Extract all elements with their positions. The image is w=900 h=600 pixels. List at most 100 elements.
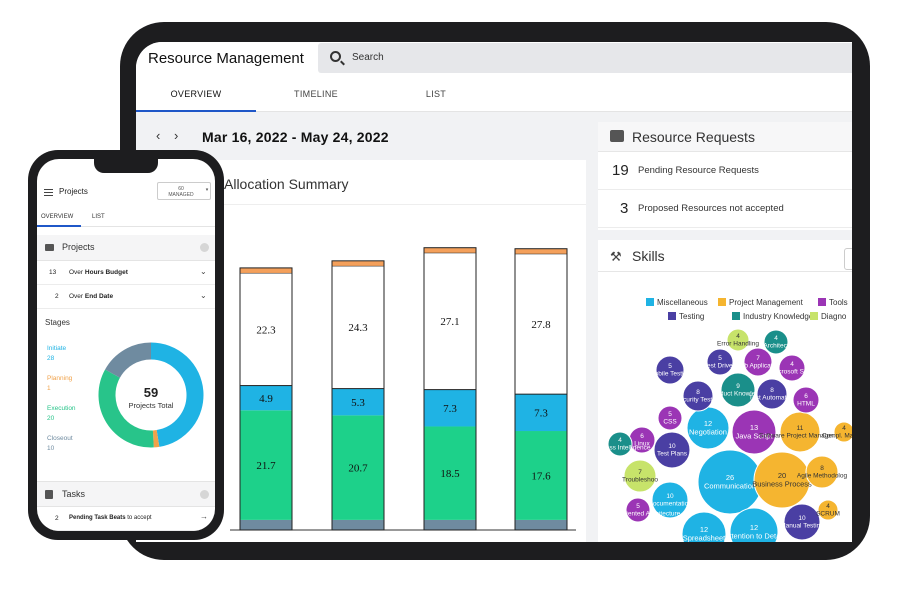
skill-bubble[interactable] — [743, 347, 773, 377]
over-end-date-label: Over End Date — [69, 293, 114, 300]
managed-label: MANAGED — [168, 192, 194, 198]
tasks-section-header: Tasks — [37, 481, 215, 507]
skill-bubble[interactable] — [817, 499, 839, 521]
legend-item[interactable]: Industry Knowledge — [732, 312, 813, 321]
bar-segment[interactable] — [515, 519, 567, 530]
phone-device: Projects 60 MANAGED ▾ OVERVIEW LIST Proj… — [28, 150, 224, 540]
skill-bubble-label: 12 Negotiation — [689, 419, 727, 437]
search-bar[interactable]: Search — [318, 43, 852, 73]
legend-item[interactable]: Diagno — [810, 312, 846, 321]
bar-segment[interactable] — [240, 519, 292, 530]
allocation-title: Allocation Summary — [224, 176, 349, 192]
skill-bubble[interactable] — [682, 380, 714, 412]
help-icon[interactable] — [200, 490, 209, 499]
phone-tab-overview[interactable]: OVERVIEW — [41, 214, 74, 220]
bar-segment[interactable] — [515, 394, 567, 432]
bar-data-label: 27.8 — [531, 319, 551, 331]
bar-data-label: 24.3 — [348, 322, 368, 334]
pending-requests-row[interactable]: 19 Pending Resource Requests — [598, 152, 852, 190]
stage-value: 20 — [47, 415, 55, 422]
tab-overview[interactable]: OVERVIEW — [170, 89, 222, 99]
skill-bubble[interactable] — [655, 355, 685, 385]
skills-card: ⚒ Skills Miscellaneous Project Management… — [598, 240, 852, 542]
bar-segment[interactable] — [424, 247, 476, 253]
stage-name: Execution — [47, 405, 76, 412]
skill-bubble-label: 7 Troubleshoo — [622, 469, 658, 484]
skill-bubble-label: 4 Error Handling — [717, 333, 759, 348]
chevron-right-icon[interactable]: › — [174, 128, 179, 143]
over-end-date-row[interactable]: 2 Over End Date ⌄ — [37, 285, 215, 309]
bar-segment[interactable] — [332, 388, 384, 416]
skill-bubble[interactable] — [729, 507, 779, 542]
chevron-left-icon[interactable]: ‹ — [156, 128, 161, 143]
skills-options-button[interactable] — [844, 248, 852, 270]
legend-swatch — [646, 298, 654, 306]
over-hours-budget-row[interactable]: 13 Over Hours Budget ⌄ — [37, 261, 215, 285]
skill-bubble[interactable] — [651, 481, 689, 519]
pending-requests-count: 19 — [612, 162, 629, 179]
over-end-date-count: 2 — [55, 293, 59, 300]
bar-segment[interactable] — [332, 260, 384, 266]
clipboard-icon — [45, 490, 53, 499]
skill-bubble[interactable] — [607, 431, 633, 457]
managed-dropdown[interactable]: 60 MANAGED ▾ — [157, 182, 211, 200]
skill-bubble[interactable] — [706, 348, 734, 376]
skill-bubble-label: 9 Product Knowledge — [710, 383, 767, 398]
bar-segment[interactable] — [331, 265, 385, 390]
donut-slice[interactable] — [98, 369, 154, 448]
legend-swatch — [718, 298, 726, 306]
proposed-not-accepted-row[interactable]: 3 Proposed Resources not accepted — [598, 190, 852, 228]
bar-segment[interactable] — [332, 415, 384, 520]
skill-bubble[interactable] — [778, 354, 806, 382]
skill-bubble[interactable] — [805, 455, 839, 489]
caret-down-icon: ▾ — [205, 187, 209, 193]
skill-bubble[interactable] — [681, 511, 727, 542]
bar-segment[interactable] — [515, 431, 567, 520]
phone-tab-list[interactable]: LIST — [92, 214, 105, 220]
skill-bubble[interactable] — [625, 497, 651, 523]
donut-slice[interactable] — [105, 342, 152, 379]
resource-requests-icon — [610, 130, 624, 142]
stage-value: 10 — [47, 445, 55, 452]
tablet-screen: Resource Management Search OVERVIEW TIME… — [136, 42, 852, 542]
bar-segment[interactable] — [424, 519, 476, 530]
skill-bubble-label: 20 Business Process — [752, 471, 812, 489]
bar-segment[interactable] — [515, 248, 567, 254]
donut-slice[interactable] — [150, 342, 204, 447]
skill-bubble[interactable] — [623, 459, 657, 493]
skill-bubble[interactable] — [792, 386, 820, 414]
bar-segment[interactable] — [424, 426, 476, 520]
search-input[interactable]: Search — [352, 52, 384, 63]
skill-bubble[interactable] — [763, 329, 789, 355]
bar-segment[interactable] — [332, 519, 384, 530]
skill-bubble[interactable] — [783, 503, 821, 541]
bar-segment[interactable] — [240, 267, 292, 273]
bar-data-label: 7.3 — [443, 403, 457, 415]
skill-bubble[interactable] — [726, 328, 750, 352]
skill-bubble[interactable] — [653, 431, 691, 469]
resource-requests-card: Resource Requests 19 Pending Resource Re… — [598, 122, 852, 230]
phone-active-tab-indicator — [37, 225, 81, 227]
skill-bubble[interactable] — [720, 372, 756, 408]
bar-segment[interactable] — [424, 389, 476, 427]
skill-bubble[interactable] — [833, 421, 852, 443]
pending-task-beats-row[interactable]: 2 Pending Task Beats to accept → — [37, 507, 215, 531]
legend-item[interactable]: Testing — [668, 312, 704, 321]
help-icon[interactable] — [200, 243, 209, 252]
legend-item[interactable]: Miscellaneous — [646, 298, 708, 307]
skills-title: Skills — [632, 248, 665, 264]
bar-segment[interactable] — [240, 410, 292, 520]
bar-segment[interactable] — [240, 385, 292, 411]
tab-timeline[interactable]: TIMELINE — [294, 89, 338, 99]
skill-bubble[interactable] — [657, 405, 683, 431]
menu-icon[interactable] — [44, 189, 53, 196]
bar-segment[interactable] — [239, 272, 293, 387]
legend-item[interactable]: Project Management — [718, 298, 803, 307]
skill-bubble[interactable] — [756, 378, 788, 410]
tab-list[interactable]: LIST — [425, 89, 447, 99]
stage-name: Initiate — [47, 345, 67, 352]
skill-bubble[interactable] — [731, 409, 777, 455]
legend-item[interactable]: Tools — [818, 298, 848, 307]
over-hours-count: 13 — [49, 269, 57, 276]
arrow-right-icon[interactable]: → — [200, 512, 208, 521]
